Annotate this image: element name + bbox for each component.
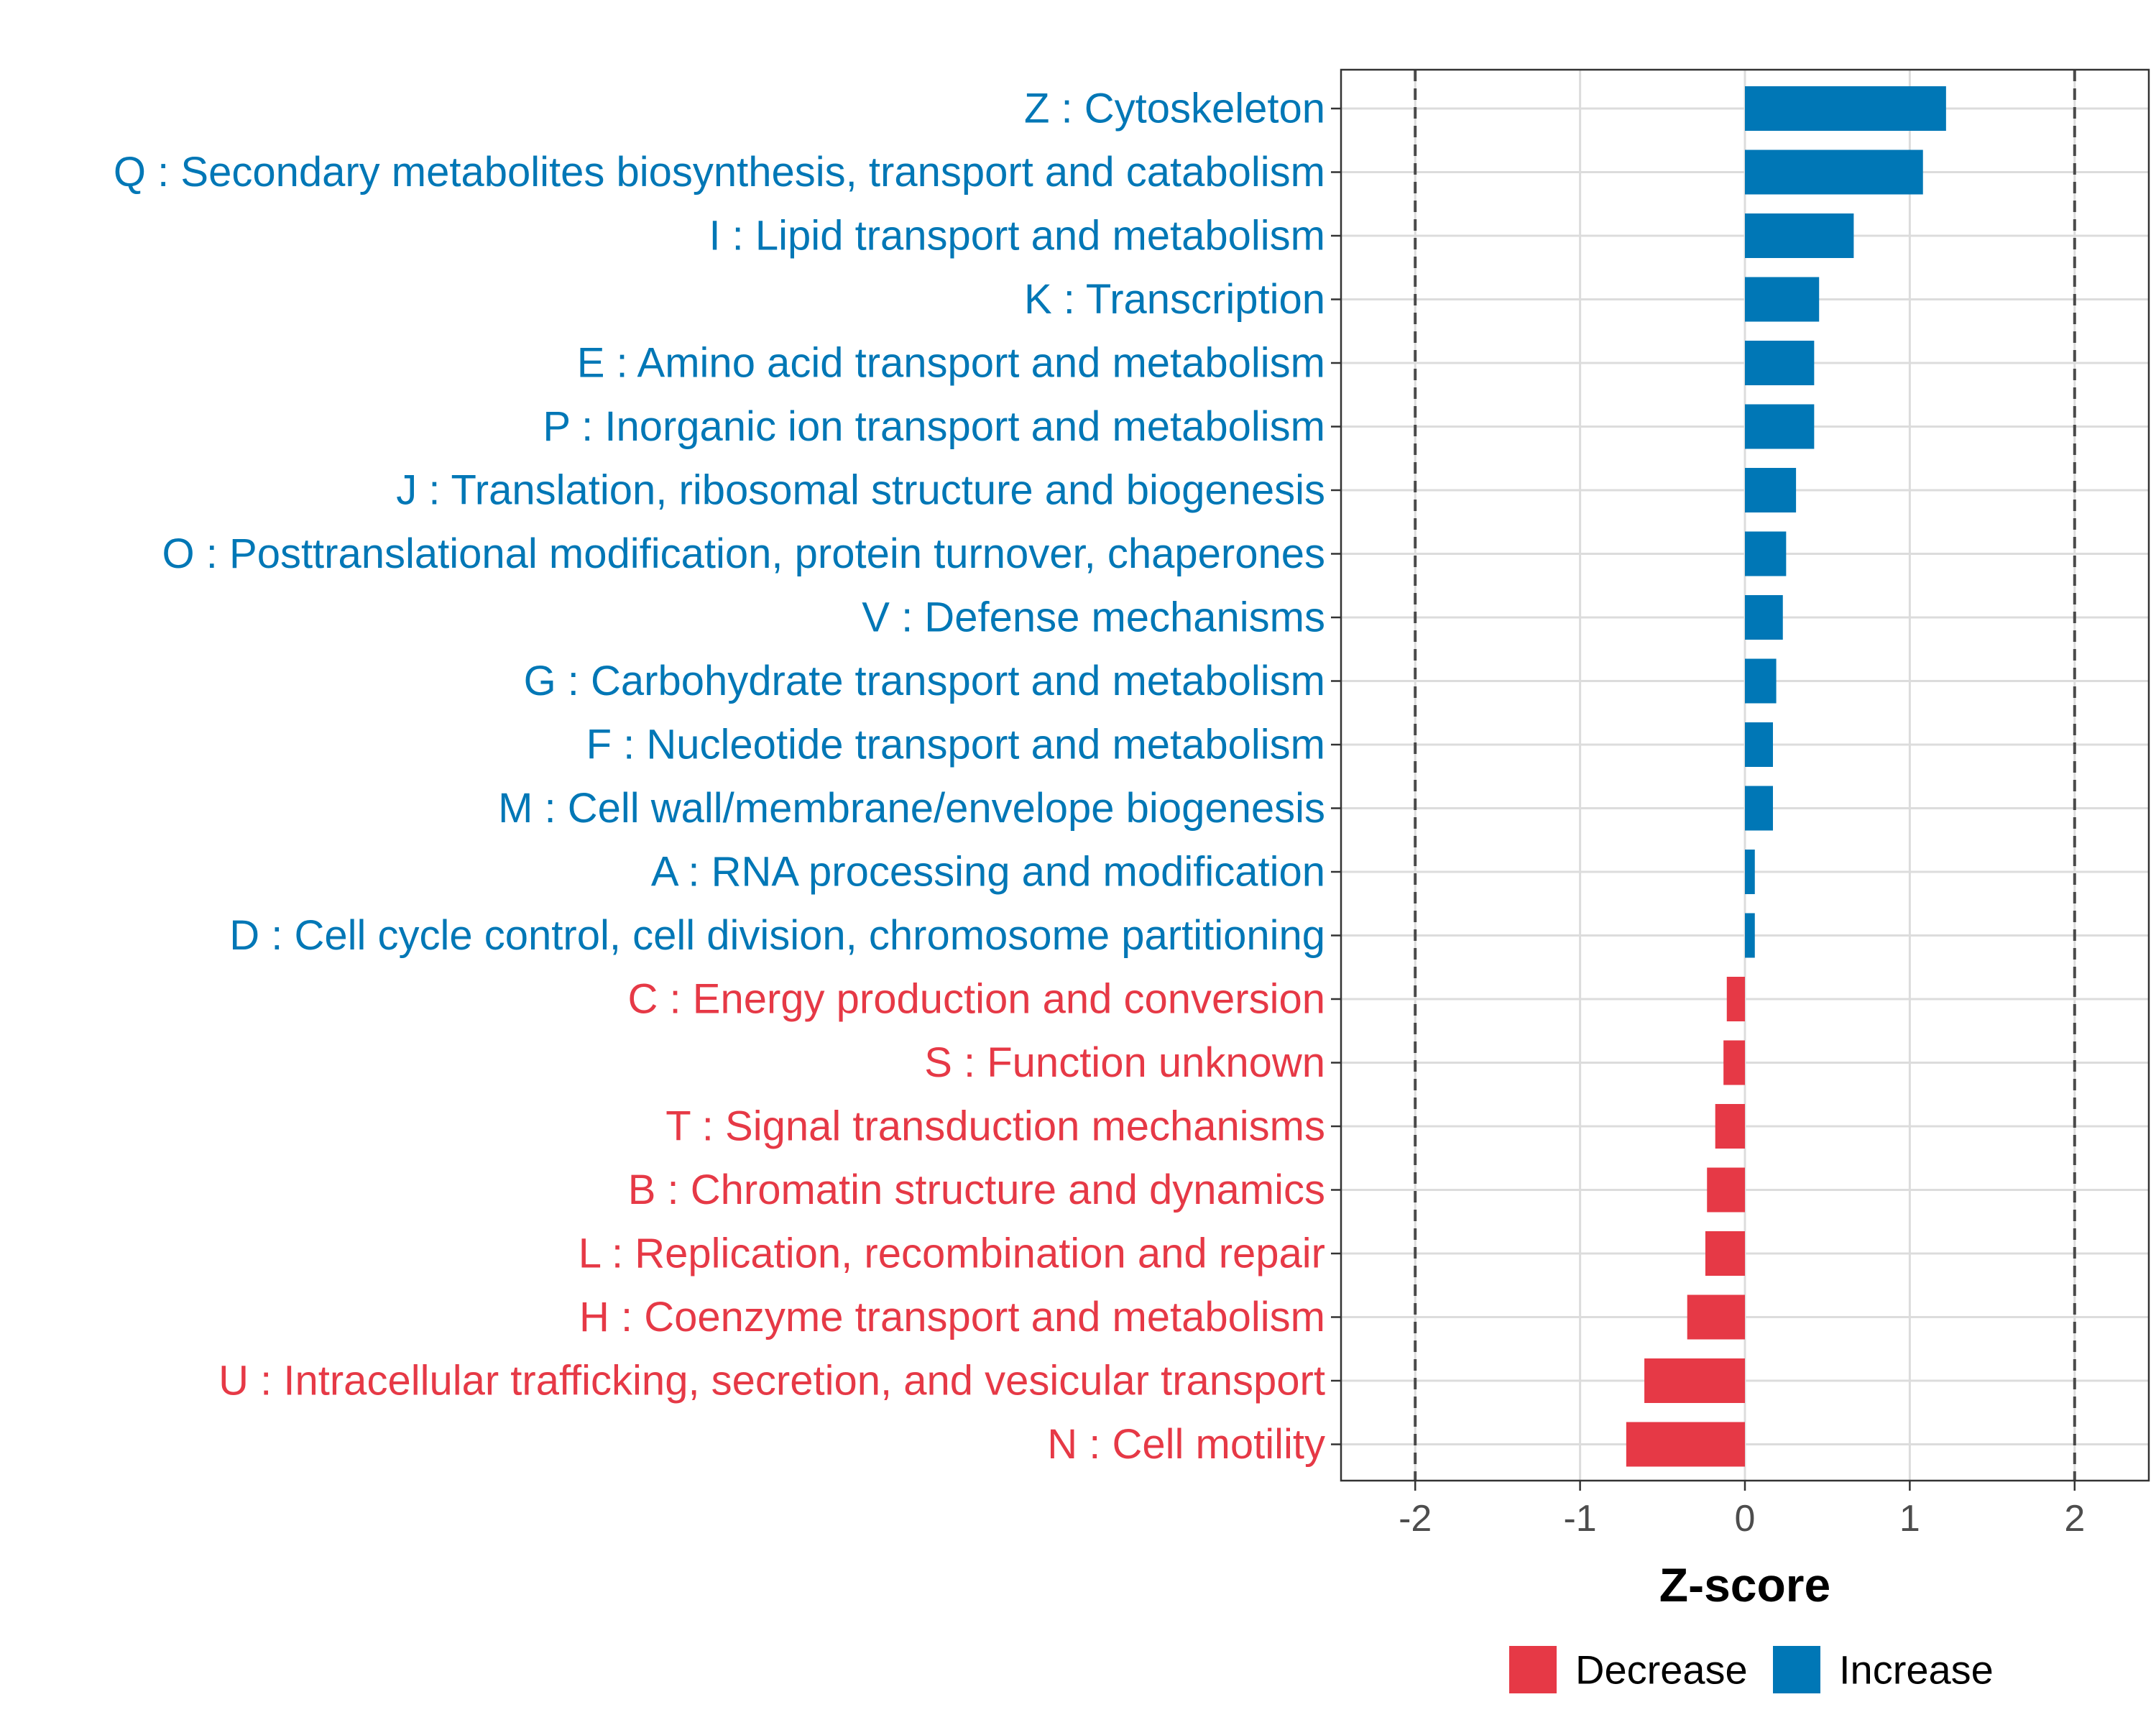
x-axis-ticks: -2 -1 0 1 2 (1399, 1481, 2085, 1540)
x-tick-label: -2 (1399, 1498, 1432, 1540)
category-label: K : Transcription (1024, 276, 1325, 323)
bar (1745, 531, 1787, 576)
bar (1715, 1104, 1745, 1149)
category-label: Q : Secondary metabolites biosynthesis, … (114, 149, 1325, 196)
bar (1745, 404, 1815, 449)
bar (1745, 341, 1815, 385)
x-tick-label: 0 (1735, 1498, 1756, 1540)
category-label: F : Nucleotide transport and metabolism (586, 722, 1325, 768)
bar (1644, 1358, 1745, 1403)
category-label: E : Amino acid transport and metabolism (577, 340, 1325, 387)
legend-label: Decrease (1575, 1647, 1748, 1693)
bar (1626, 1422, 1745, 1467)
legend-swatch (1509, 1646, 1557, 1693)
legend: Decrease Increase (1509, 1646, 1994, 1693)
category-label: I : Lipid transport and metabolism (709, 213, 1325, 259)
legend-label: Increase (1839, 1647, 1994, 1693)
bar (1745, 213, 1854, 258)
y-axis-ticks (1331, 107, 1341, 1445)
bar (1745, 595, 1783, 640)
bar (1745, 86, 1946, 131)
category-label: L : Replication, recombination and repai… (579, 1230, 1325, 1277)
category-label: D : Cell cycle control, cell division, c… (229, 912, 1325, 959)
reference-lines (1414, 70, 2076, 1481)
bar (1745, 277, 1820, 322)
category-label: Z : Cytoskeleton (1024, 86, 1325, 132)
x-tick-label: 2 (2064, 1498, 2085, 1540)
bar (1745, 850, 1755, 894)
bar (1707, 1167, 1745, 1213)
category-label: H : Coenzyme transport and metabolism (579, 1294, 1325, 1340)
category-label: U : Intracellular trafficking, secretion… (218, 1358, 1325, 1404)
bar (1745, 658, 1777, 704)
bars (1626, 86, 1946, 1467)
x-tick-label: 1 (1899, 1498, 1920, 1540)
bar (1745, 722, 1773, 767)
category-labels: Z : Cytoskeleton Q : Secondary metabolite… (114, 86, 1325, 1468)
bar (1705, 1231, 1745, 1276)
category-label: J : Translation, ribosomal structure and… (396, 467, 1325, 514)
category-label: C : Energy production and conversion (628, 976, 1325, 1023)
legend-swatch (1773, 1646, 1820, 1693)
x-tick-label: -1 (1563, 1498, 1596, 1540)
category-label: S : Function unknown (924, 1039, 1325, 1086)
x-axis-title: Z-score (1659, 1558, 1830, 1611)
category-label: O : Posttranslational modification, prot… (162, 530, 1325, 577)
category-label: M : Cell wall/membrane/envelope biogenes… (498, 785, 1325, 832)
bar (1745, 786, 1773, 831)
category-label: V : Defense mechanisms (862, 594, 1325, 641)
bar (1745, 468, 1797, 512)
bar (1745, 150, 1923, 195)
category-label: G : Carbohydrate transport and metabolis… (524, 658, 1325, 704)
bar (1687, 1294, 1745, 1340)
bar (1726, 977, 1745, 1021)
bar (1723, 1040, 1745, 1085)
category-label: B : Chromatin structure and dynamics (628, 1167, 1325, 1213)
bar (1745, 913, 1755, 958)
category-label: N : Cell motility (1047, 1421, 1325, 1468)
category-label: T : Signal transduction mechanisms (665, 1103, 1325, 1150)
category-label: A : RNA processing and modification (651, 849, 1325, 896)
category-label: P : Inorganic ion transport and metaboli… (543, 403, 1325, 450)
